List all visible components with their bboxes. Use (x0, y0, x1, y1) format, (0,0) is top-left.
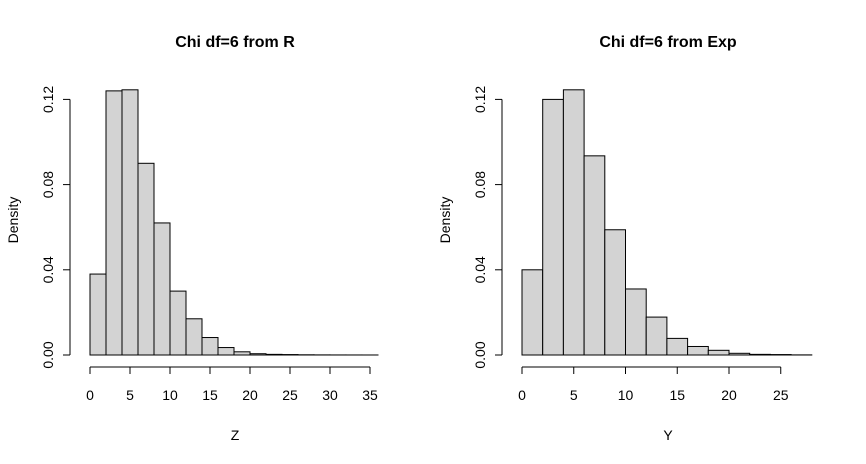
histogram-bar (687, 345, 709, 356)
histogram-bar (625, 288, 647, 356)
histogram-bar (542, 98, 564, 356)
histogram-bar (728, 352, 751, 356)
y-axis-label: Density (5, 197, 21, 244)
x-tick-label: 5 (570, 387, 578, 403)
histogram-bar (89, 273, 107, 356)
x-axis-label: Z (231, 427, 240, 443)
x-tick-label: 25 (282, 387, 298, 403)
histogram-bar (604, 229, 626, 356)
x-tick-label: 25 (773, 387, 789, 403)
histogram-bar (217, 347, 235, 356)
chart-title: Chi df=6 from Exp (599, 34, 737, 51)
histogram-bar (562, 89, 585, 356)
histogram-bar (583, 155, 606, 356)
x-tick-label: 0 (518, 387, 526, 403)
x-tick-label: 10 (618, 387, 634, 403)
x-tick-label: 35 (362, 387, 378, 403)
y-tick-label: 0.04 (40, 256, 56, 283)
histogram-bar (185, 318, 203, 356)
histogram-bar (265, 353, 283, 356)
x-tick-label: 0 (86, 387, 94, 403)
y-tick-label: 0.00 (40, 341, 56, 368)
x-tick-label: 20 (242, 387, 258, 403)
histogram-bar (105, 90, 123, 356)
histogram-bar (233, 351, 251, 356)
y-axis-label: Density (437, 197, 453, 244)
x-tick-label: 10 (162, 387, 178, 403)
histogram-bar (707, 349, 730, 356)
histogram-bar (249, 353, 267, 356)
x-tick-label: 30 (322, 387, 338, 403)
y-tick-label: 0.08 (472, 171, 488, 198)
x-axis-label: Y (663, 427, 673, 443)
x-tick-label: 5 (126, 387, 134, 403)
histogram-bar (137, 162, 155, 356)
x-tick-label: 15 (669, 387, 685, 403)
y-tick-label: 0.12 (40, 86, 56, 113)
histogram-bar (645, 316, 668, 356)
y-tick-label: 0.08 (40, 171, 56, 198)
histogram-bar (201, 337, 219, 356)
y-tick-label: 0.04 (472, 256, 488, 283)
histogram-bar (749, 353, 771, 356)
x-tick-label: 15 (202, 387, 218, 403)
histogram-bar (521, 269, 544, 356)
histogram-bar (153, 222, 171, 356)
histogram-bar (169, 290, 187, 356)
histogram-bar (121, 89, 139, 356)
y-tick-label: 0.12 (472, 86, 488, 113)
histogram-bar (666, 337, 689, 356)
x-tick-label: 20 (721, 387, 737, 403)
y-tick-label: 0.00 (472, 341, 488, 368)
chart-title: Chi df=6 from R (175, 34, 295, 51)
